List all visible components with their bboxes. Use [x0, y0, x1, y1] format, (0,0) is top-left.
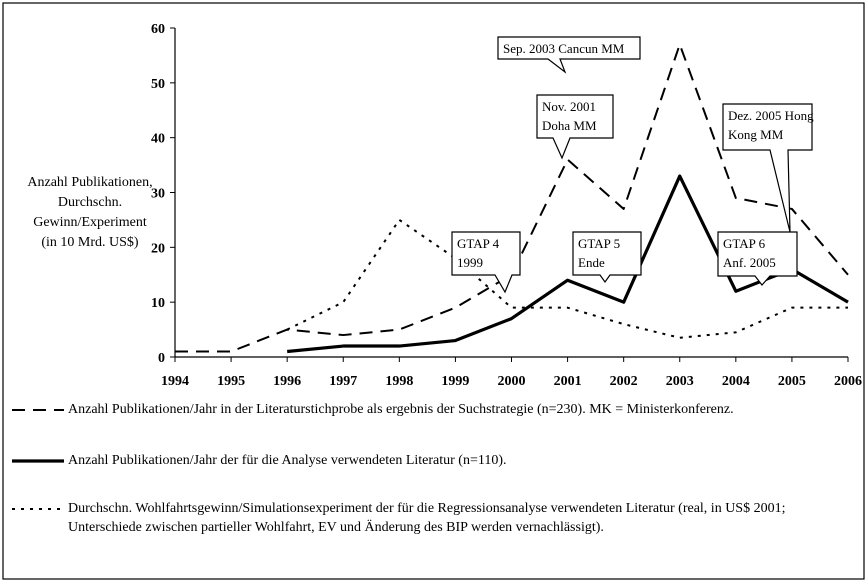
x-tick-label: 1994 — [161, 374, 189, 389]
y-axis-label: Durchschn. — [58, 195, 122, 210]
series-line — [287, 174, 849, 354]
callout-box — [451, 231, 521, 294]
callout-text: GTAP 4 — [457, 236, 500, 251]
x-tick-label: 2001 — [554, 374, 582, 389]
x-tick-label: 1999 — [441, 374, 469, 389]
x-tick-label: 2000 — [498, 374, 526, 389]
callout-text: Sep. 2003 Cancun MM — [503, 41, 625, 56]
callout-text: Nov. 2001 — [542, 99, 596, 114]
x-tick-label: 2006 — [834, 374, 862, 389]
x-tick-label: 1998 — [385, 374, 413, 389]
y-tick-label: 30 — [151, 187, 165, 202]
x-tick-label: 1996 — [273, 374, 301, 389]
x-tick-label: 2004 — [722, 374, 750, 389]
callout-text: Kong MM — [728, 127, 784, 142]
legend-label: Anzahl Publikationen/Jahr in der Literat… — [68, 402, 734, 417]
callout: GTAP 6 Anf. 2005 — [717, 231, 798, 286]
x-tick-label: 1995 — [217, 374, 245, 389]
callout: GTAP 5 Ende — [572, 231, 642, 284]
y-tick-label: 50 — [151, 77, 165, 92]
callout-box — [572, 231, 642, 284]
callout-text: 1999 — [457, 255, 483, 270]
x-tick-label: 2003 — [666, 374, 694, 389]
callout-box — [497, 36, 641, 74]
callout-text: Dez. 2005 Hong — [728, 108, 814, 123]
y-axis-label: (in 10 Mrd. US$) — [41, 235, 139, 250]
legend-label: Anzahl Publikationen/Jahr der für die An… — [68, 453, 507, 468]
callout: Dez. 2005 Hong Kong MM — [722, 103, 814, 233]
y-tick-label: 60 — [151, 22, 165, 37]
x-tick-label: 2005 — [778, 374, 806, 389]
callout: Nov. 2001 Doha MM — [536, 94, 614, 160]
callout-box — [717, 231, 798, 286]
callout-text: GTAP 6 — [723, 236, 766, 251]
callout-text: Anf. 2005 — [723, 255, 776, 270]
x-tick-label: 2002 — [610, 374, 638, 389]
y-tick-label: 20 — [151, 241, 165, 256]
callout-text: GTAP 5 — [578, 236, 620, 251]
series-line — [286, 218, 848, 339]
callout-text: Doha MM — [542, 118, 597, 133]
y-tick-label: 10 — [151, 296, 165, 311]
legend-label: Durchschn. Wohlfahrtsgewinn/Simulationse… — [68, 501, 786, 535]
callout-box — [536, 94, 614, 160]
callout-text: Ende — [578, 255, 605, 270]
y-axis-label: Anzahl Publikationen, — [27, 175, 152, 190]
callout-box — [722, 103, 813, 233]
y-tick-label: 40 — [151, 132, 165, 147]
x-tick-label: 1997 — [329, 374, 357, 389]
y-tick-label: 0 — [158, 351, 165, 366]
y-axis-label: Gewinn/Experiment — [33, 215, 147, 230]
callout: Sep. 2003 Cancun MM — [497, 36, 641, 74]
callout: GTAP 4 1999 — [451, 231, 521, 294]
series-line — [175, 43, 849, 353]
